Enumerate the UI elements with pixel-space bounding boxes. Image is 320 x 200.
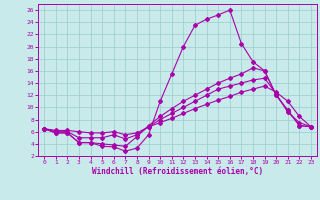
X-axis label: Windchill (Refroidissement éolien,°C): Windchill (Refroidissement éolien,°C) (92, 167, 263, 176)
